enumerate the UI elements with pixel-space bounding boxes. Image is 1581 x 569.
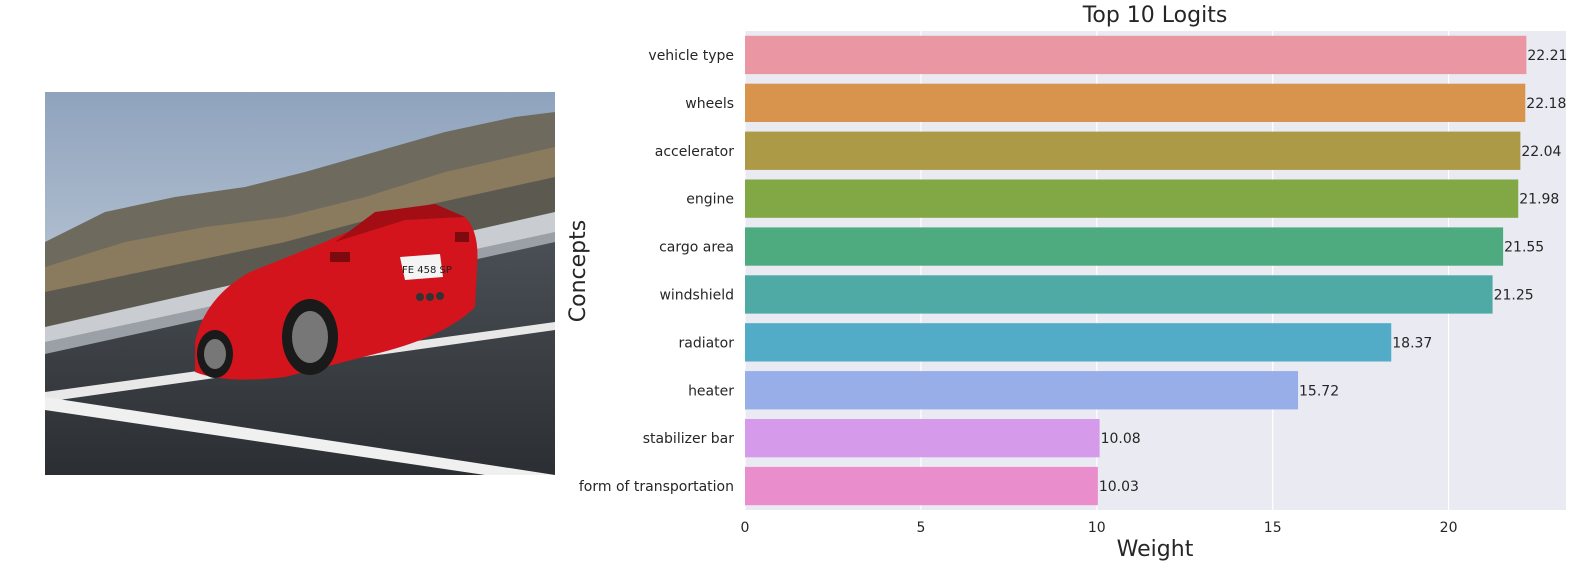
value-label: 22.21 (1527, 48, 1567, 64)
bar (745, 418, 1100, 458)
value-label: 15.72 (1299, 383, 1339, 399)
bar (745, 323, 1392, 362)
category-label: engine (686, 192, 734, 208)
x-tick-label: 5 (916, 520, 925, 536)
category-label: cargo area (659, 240, 734, 256)
bar (745, 131, 1521, 170)
category-label: heater (688, 383, 734, 399)
bar (745, 371, 1299, 410)
category-label: wheels (685, 96, 734, 112)
bar (745, 35, 1527, 75)
category-label: form of transportation (579, 479, 734, 495)
bar (745, 227, 1504, 266)
value-label: 22.04 (1521, 144, 1561, 160)
value-label: 21.98 (1519, 192, 1559, 208)
x-axis-title: Weight (1117, 537, 1194, 562)
category-label: stabilizer bar (643, 431, 735, 447)
category-label: radiator (678, 335, 734, 351)
bar (745, 83, 1526, 123)
value-label: 10.08 (1101, 431, 1141, 447)
chart-title: Top 10 Logits (1082, 3, 1228, 28)
value-label: 21.55 (1504, 240, 1544, 256)
value-label: 18.37 (1392, 335, 1432, 351)
x-tick-label: 20 (1440, 520, 1458, 536)
category-label: accelerator (655, 144, 734, 160)
y-axis-title: Concepts (566, 220, 591, 322)
car-photo: FE 458 SP (45, 92, 555, 475)
category-label: vehicle type (648, 48, 734, 64)
category-label: windshield (659, 287, 734, 303)
x-tick-label: 10 (1088, 520, 1106, 536)
license-plate-text: FE 458 SP (402, 265, 452, 276)
value-label: 21.25 (1494, 287, 1534, 303)
value-label: 10.03 (1099, 479, 1139, 495)
value-label: 22.18 (1526, 96, 1566, 112)
bar (745, 275, 1493, 314)
x-tick-label: 0 (741, 520, 750, 536)
x-tick-label: 15 (1264, 520, 1282, 536)
bar (745, 466, 1098, 506)
bar (745, 179, 1519, 218)
